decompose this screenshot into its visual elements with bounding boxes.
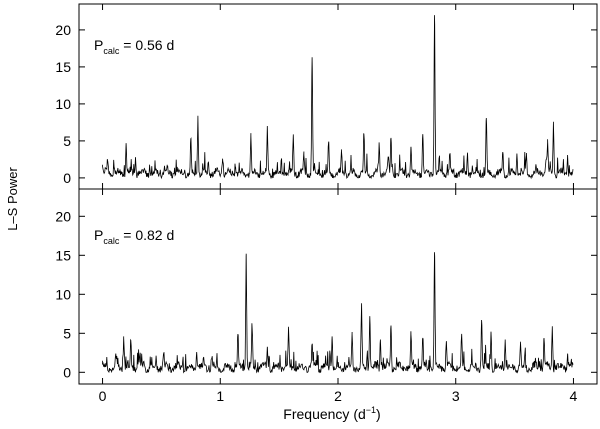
top-annotation-rest: = 0.56 d [119, 37, 174, 53]
top-ytick-label: 15 [55, 59, 71, 75]
top-ytick-label: 10 [55, 96, 71, 112]
top-power-series-line [102, 15, 574, 180]
top-ytick-label: 5 [63, 133, 71, 149]
top-panel-annotation: Pcalc = 0.56 d [94, 37, 174, 56]
bottom-panel-frame [78, 188, 598, 385]
x-axis-label: Frequency (d−1) [283, 405, 380, 422]
top-panel-frame [78, 3, 598, 190]
y-axis-label: L–S Power [5, 167, 20, 231]
x-axis-label-rest: ) [376, 406, 381, 422]
top-panel: Pcalc = 0.56 d 0 5 10 15 20 [55, 3, 598, 190]
top-annotation-base: P [94, 37, 103, 53]
bottom-annotation-sub: calc [103, 236, 120, 246]
top-ytick-label: 0 [63, 170, 71, 186]
top-annotation-sub: calc [103, 46, 120, 56]
bottom-panel-annotation: Pcalc = 0.82 d [94, 227, 174, 246]
bottom-xtick-label: 4 [570, 388, 578, 404]
bottom-annotation-base: P [94, 227, 103, 243]
bottom-panel: Pcalc = 0.82 d 0 5 10 15 20 0 1 2 3 4 [55, 188, 598, 404]
x-axis-label-sup: −1 [366, 405, 376, 415]
x-axis-label-base: Frequency (d [283, 406, 365, 422]
bottom-ytick-label: 15 [55, 247, 71, 263]
bottom-ytick-label: 10 [55, 286, 71, 302]
bottom-xtick-label: 2 [334, 388, 342, 404]
bottom-xtick-label: 0 [99, 388, 107, 404]
bottom-xtick-label: 1 [216, 388, 224, 404]
bottom-ytick-label: 5 [63, 325, 71, 341]
bottom-xtick-label: 3 [452, 388, 460, 404]
top-ytick-label: 20 [55, 22, 71, 38]
bottom-annotation-rest: = 0.82 d [119, 227, 174, 243]
bottom-ytick-label: 20 [55, 208, 71, 224]
bottom-ytick-label: 0 [63, 364, 71, 380]
bottom-power-series-line [102, 252, 574, 374]
